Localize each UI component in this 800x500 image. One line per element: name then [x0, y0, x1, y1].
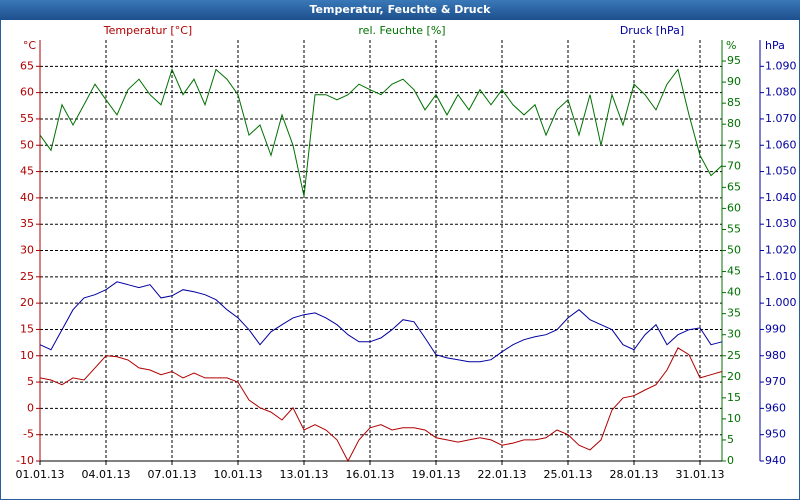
y3-tick-label: 1.020	[765, 244, 797, 257]
y3-tick-label: 1.030	[765, 217, 797, 230]
y3-tick-label: 1.080	[765, 86, 797, 99]
y-tick-label: 55	[20, 112, 34, 125]
x-tick-label: 01.01.13	[16, 468, 65, 481]
x-tick-label: 13.01.13	[280, 468, 329, 481]
x-tick-label: 22.01.13	[478, 468, 527, 481]
y2-tick-label: 75	[727, 138, 741, 151]
y2-tick-label: 30	[727, 328, 741, 341]
y3-tick-label: 990	[765, 322, 786, 335]
y-tick-label: 0	[27, 401, 34, 414]
y-tick-label: 50	[20, 138, 34, 151]
y2-tick-label: 5	[727, 433, 734, 446]
y2-tick-label: 0	[727, 454, 734, 467]
y3-unit: hPa	[765, 39, 785, 52]
y3-tick-label: 1.000	[765, 296, 797, 309]
y2-tick-label: 70	[727, 159, 741, 172]
x-tick-label: 10.01.13	[214, 468, 263, 481]
y-unit: °C	[23, 39, 37, 52]
y-tick-label: 45	[20, 165, 34, 178]
y3-tick-label: 980	[765, 349, 786, 362]
y2-tick-label: 90	[727, 75, 741, 88]
y-tick-label: 25	[20, 270, 34, 283]
y-tick-label: 5	[27, 375, 34, 388]
y-tick-label: 20	[20, 296, 34, 309]
y-tick-label: 60	[20, 86, 34, 99]
x-tick-label: 19.01.13	[412, 468, 461, 481]
y2-tick-label: 95	[727, 54, 741, 67]
y3-tick-label: 970	[765, 375, 786, 388]
x-tick-label: 25.01.13	[544, 468, 593, 481]
y-tick-label: 65	[20, 59, 34, 72]
y3-tick-label: 1.040	[765, 191, 797, 204]
y3-tick-label: 940	[765, 454, 786, 467]
y-tick-label: -10	[16, 454, 34, 467]
y2-tick-label: 55	[727, 222, 741, 235]
y-tick-label: 40	[20, 191, 34, 204]
y2-tick-label: 50	[727, 244, 741, 257]
x-tick-label: 07.01.13	[148, 468, 197, 481]
x-tick-label: 31.01.13	[676, 468, 725, 481]
y2-tick-label: 85	[727, 96, 741, 109]
y3-tick-label: 1.090	[765, 59, 797, 72]
series-line	[39, 68, 723, 197]
title-bar	[0, 0, 800, 20]
x-tick-label: 28.01.13	[610, 468, 659, 481]
y-tick-label: 30	[20, 244, 34, 257]
y2-tick-label: 80	[727, 117, 741, 130]
y3-tick-label: 950	[765, 428, 786, 441]
y2-tick-label: 45	[727, 265, 741, 278]
y2-tick-label: 15	[727, 391, 741, 404]
y2-tick-label: 60	[727, 201, 741, 214]
y2-axis-title: rel. Feuchte [%]	[358, 24, 445, 37]
y3-tick-label: 960	[765, 401, 786, 414]
x-tick-label: 04.01.13	[82, 468, 131, 481]
series-line	[39, 347, 723, 463]
plot-area: -10 -5 0 5 10 15 20 25 30 35 40 45 50 55 60 65 0 5 10 15 20 2…	[16, 40, 797, 481]
y2-tick-label: 25	[727, 349, 741, 362]
y3-tick-label: 1.010	[765, 270, 797, 283]
y-tick-label: 15	[20, 322, 34, 335]
y2-tick-label: 35	[727, 307, 741, 320]
y-tick-label: 10	[20, 349, 34, 362]
y2-tick-label: 40	[727, 286, 741, 299]
series-line	[39, 281, 723, 363]
y3-axis-title: Druck [hPa]	[620, 24, 684, 37]
y3-tick-label: 1.050	[765, 165, 797, 178]
x-tick-label: 16.01.13	[346, 468, 395, 481]
y-tick-label: -5	[23, 428, 34, 441]
chart-title: Temperatur, Feuchte & Druck	[310, 3, 492, 16]
y2-tick-label: 10	[727, 412, 741, 425]
y2-unit: %	[726, 39, 736, 52]
y2-tick-label: 65	[727, 180, 741, 193]
y2-tick-label: 20	[727, 370, 741, 383]
y-axis-title: Temperatur [°C]	[103, 24, 192, 37]
y-tick-label: 35	[20, 217, 34, 230]
y3-tick-label: 1.060	[765, 138, 797, 151]
y3-tick-label: 1.070	[765, 112, 797, 125]
